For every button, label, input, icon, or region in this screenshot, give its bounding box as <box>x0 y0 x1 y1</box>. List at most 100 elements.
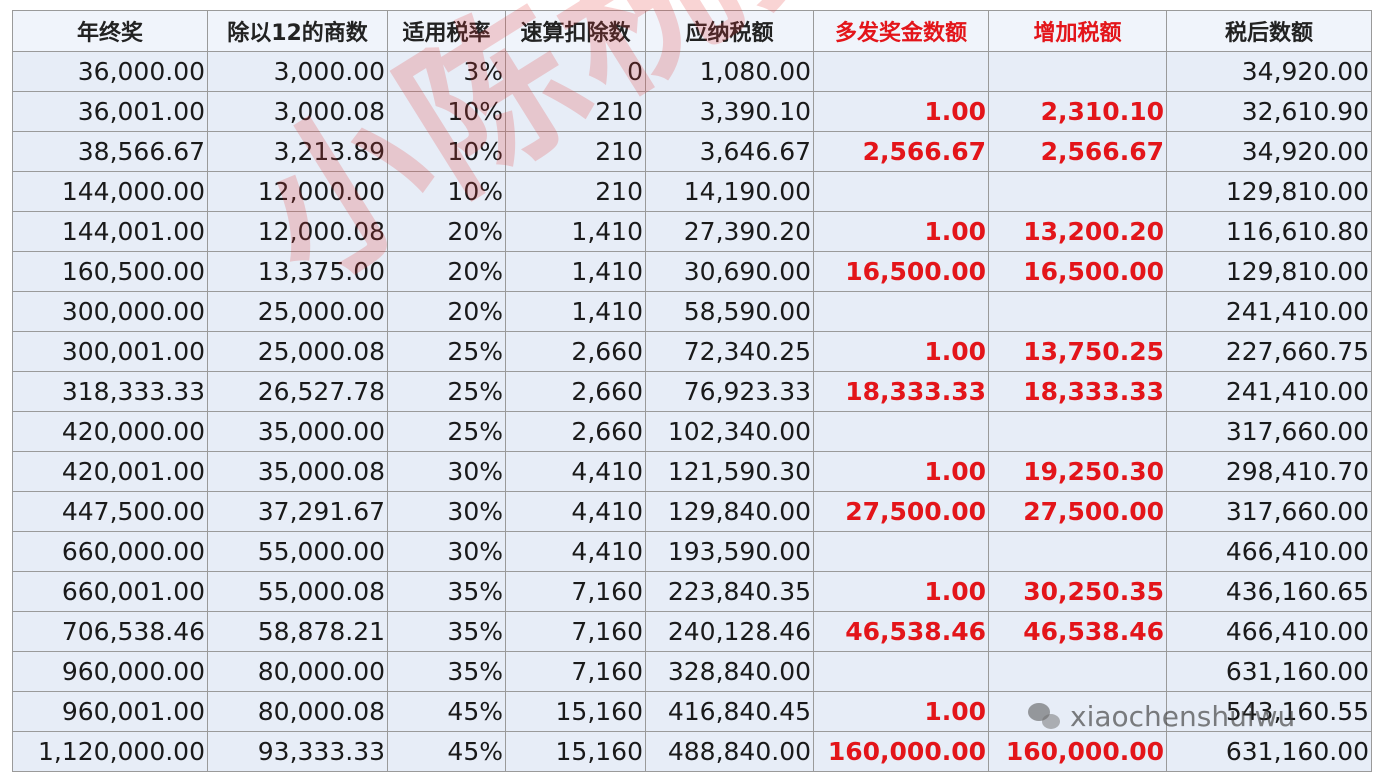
table-cell <box>988 51 1167 92</box>
table-cell: 300,000.00 <box>12 291 208 332</box>
table-cell: 16,500.00 <box>813 251 989 292</box>
table-cell: 30,250.35 <box>988 571 1167 612</box>
table-cell: 102,340.00 <box>645 411 814 452</box>
table-cell: 3% <box>387 51 506 92</box>
table-cell: 35,000.08 <box>207 451 388 492</box>
table-cell: 223,840.35 <box>645 571 814 612</box>
table-cell: 13,375.00 <box>207 251 388 292</box>
table-cell <box>988 691 1167 732</box>
table-cell: 1.00 <box>813 691 989 732</box>
table-row: 447,500.00 37,291.67 30% 4,410 129,840.00 27,… <box>12 491 1372 532</box>
table-cell: 1,410 <box>505 211 646 252</box>
table-row: 660,001.00 55,000.08 35% 7,160 223,840.35 1.0… <box>12 571 1372 612</box>
table-cell: 160,000.00 <box>813 731 989 772</box>
column-header: 除以12的商数 <box>207 10 388 52</box>
table-cell: 35% <box>387 651 506 692</box>
table-cell: 129,810.00 <box>1166 251 1372 292</box>
table-cell <box>813 171 989 212</box>
table-cell: 241,410.00 <box>1166 371 1372 412</box>
table-cell: 55,000.00 <box>207 531 388 572</box>
table-cell: 18,333.33 <box>813 371 989 412</box>
table-cell: 129,810.00 <box>1166 171 1372 212</box>
column-header: 年终奖 <box>12 10 208 52</box>
table-cell: 298,410.70 <box>1166 451 1372 492</box>
table-cell: 466,410.00 <box>1166 611 1372 652</box>
table-cell: 543,160.55 <box>1166 691 1372 732</box>
table-cell: 466,410.00 <box>1166 531 1372 572</box>
column-header: 多发奖金数额 <box>813 10 989 52</box>
table-cell: 960,001.00 <box>12 691 208 732</box>
table-cell: 19,250.30 <box>988 451 1167 492</box>
table-body: 36,000.00 3,000.00 3% 0 1,080.00 34,920.00 36,… <box>12 51 1372 772</box>
table-cell: 58,590.00 <box>645 291 814 332</box>
table-row: 144,001.00 12,000.08 20% 1,410 27,390.20 1.00… <box>12 211 1372 252</box>
table-cell: 20% <box>387 251 506 292</box>
table-cell: 420,000.00 <box>12 411 208 452</box>
table-cell: 1,120,000.00 <box>12 731 208 772</box>
table-cell: 2,660 <box>505 411 646 452</box>
table-cell: 7,160 <box>505 651 646 692</box>
table-cell: 45% <box>387 731 506 772</box>
table-cell: 2,660 <box>505 331 646 372</box>
table-cell: 18,333.33 <box>988 371 1167 412</box>
table-cell: 4,410 <box>505 491 646 532</box>
table-cell: 30% <box>387 491 506 532</box>
table-row: 420,000.00 35,000.00 25% 2,660 102,340.00 317… <box>12 411 1372 452</box>
table-cell: 16,500.00 <box>988 251 1167 292</box>
table-cell <box>813 651 989 692</box>
table-cell: 25,000.08 <box>207 331 388 372</box>
table-cell <box>813 411 989 452</box>
table-cell: 30,690.00 <box>645 251 814 292</box>
table-cell: 30% <box>387 451 506 492</box>
table-cell: 129,840.00 <box>645 491 814 532</box>
table-cell: 227,660.75 <box>1166 331 1372 372</box>
table-row: 660,000.00 55,000.00 30% 4,410 193,590.00 466… <box>12 531 1372 572</box>
table-row: 300,001.00 25,000.08 25% 2,660 72,340.25 1.00… <box>12 331 1372 372</box>
table-cell: 210 <box>505 171 646 212</box>
table-cell: 3,646.67 <box>645 131 814 172</box>
table-row: 36,001.00 3,000.08 10% 210 3,390.10 1.00 2,310… <box>12 91 1372 132</box>
table-cell: 38,566.67 <box>12 131 208 172</box>
table-cell: 660,001.00 <box>12 571 208 612</box>
table-cell: 1.00 <box>813 451 989 492</box>
table-cell: 1.00 <box>813 91 989 132</box>
table-cell: 144,000.00 <box>12 171 208 212</box>
table-cell: 488,840.00 <box>645 731 814 772</box>
table-row: 144,000.00 12,000.00 10% 210 14,190.00 129,81… <box>12 171 1372 212</box>
table-cell: 416,840.45 <box>645 691 814 732</box>
table-cell: 25% <box>387 331 506 372</box>
table-cell: 25% <box>387 371 506 412</box>
table-row: 960,001.00 80,000.08 45% 15,160 416,840.45 1.… <box>12 691 1372 732</box>
table-row: 38,566.67 3,213.89 10% 210 3,646.67 2,566.67 2… <box>12 131 1372 172</box>
tax-table: 年终奖 除以12的商数 适用税率 速算扣除数 应纳税额 多发奖金数额 增加税额 税后数额 36… <box>12 10 1372 772</box>
table-cell: 436,160.65 <box>1166 571 1372 612</box>
table-cell: 300,001.00 <box>12 331 208 372</box>
table-cell: 160,500.00 <box>12 251 208 292</box>
table-cell: 1,410 <box>505 291 646 332</box>
table-cell: 12,000.00 <box>207 171 388 212</box>
table-cell: 447,500.00 <box>12 491 208 532</box>
table-row: 160,500.00 13,375.00 20% 1,410 30,690.00 16,5… <box>12 251 1372 292</box>
table-row: 36,000.00 3,000.00 3% 0 1,080.00 34,920.00 <box>12 51 1372 92</box>
table-cell: 328,840.00 <box>645 651 814 692</box>
table-cell <box>988 411 1167 452</box>
table-cell: 34,920.00 <box>1166 51 1372 92</box>
table-cell: 2,566.67 <box>813 131 989 172</box>
table-cell: 55,000.08 <box>207 571 388 612</box>
table-cell: 1.00 <box>813 571 989 612</box>
table-cell: 13,750.25 <box>988 331 1167 372</box>
table-cell: 7,160 <box>505 571 646 612</box>
table-cell: 144,001.00 <box>12 211 208 252</box>
table-cell: 35,000.00 <box>207 411 388 452</box>
table-cell: 37,291.67 <box>207 491 388 532</box>
table-cell: 80,000.00 <box>207 651 388 692</box>
table-cell: 318,333.33 <box>12 371 208 412</box>
table-cell: 7,160 <box>505 611 646 652</box>
table-cell: 4,410 <box>505 531 646 572</box>
table-cell: 1.00 <box>813 331 989 372</box>
table-cell: 27,500.00 <box>988 491 1167 532</box>
table-cell: 210 <box>505 131 646 172</box>
table-cell: 12,000.08 <box>207 211 388 252</box>
column-header: 税后数额 <box>1166 10 1372 52</box>
column-header: 增加税额 <box>988 10 1167 52</box>
